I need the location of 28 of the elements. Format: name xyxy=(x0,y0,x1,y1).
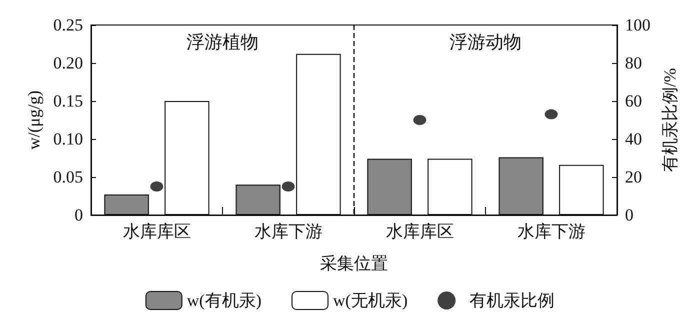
y-tick-label: 0.25 xyxy=(53,16,83,34)
y2-tick-label: 0 xyxy=(625,206,634,224)
y-tick-label: 0.05 xyxy=(53,168,83,186)
x-tick-label: 水库下游 xyxy=(517,222,586,241)
y-axis-title: w/(μg/g) xyxy=(24,90,44,150)
point xyxy=(282,182,295,192)
y2-axis-title: 有机汞比例/% xyxy=(660,68,680,172)
y-tick-label: 0 xyxy=(74,206,83,224)
x-axis-title: 采集位置 xyxy=(320,254,388,273)
point xyxy=(413,115,426,125)
y-tick-label: 0.20 xyxy=(53,54,83,72)
legend-label: w(无机汞) xyxy=(333,291,408,310)
y2-tick-label: 40 xyxy=(625,130,642,148)
point xyxy=(150,182,164,192)
annotation: 浮游植物 xyxy=(186,32,258,52)
x-tick-label: 水库下游 xyxy=(254,222,322,241)
legend-label: 有机汞比例 xyxy=(470,291,555,310)
point xyxy=(544,109,558,120)
y2-tick-label: 60 xyxy=(625,92,642,110)
x-tick-label: 水库库区 xyxy=(386,222,454,241)
y2-tick-label: 20 xyxy=(625,168,642,186)
legend-label: w(有机汞) xyxy=(186,291,262,310)
y-tick-label: 0.15 xyxy=(53,92,83,110)
annotation: 浮游动物 xyxy=(450,32,522,52)
y-tick-label: 0.10 xyxy=(53,130,83,148)
y2-tick-label: 100 xyxy=(625,16,650,34)
y2-tick-label: 80 xyxy=(625,54,642,72)
x-tick-label: 水库库区 xyxy=(122,222,191,241)
